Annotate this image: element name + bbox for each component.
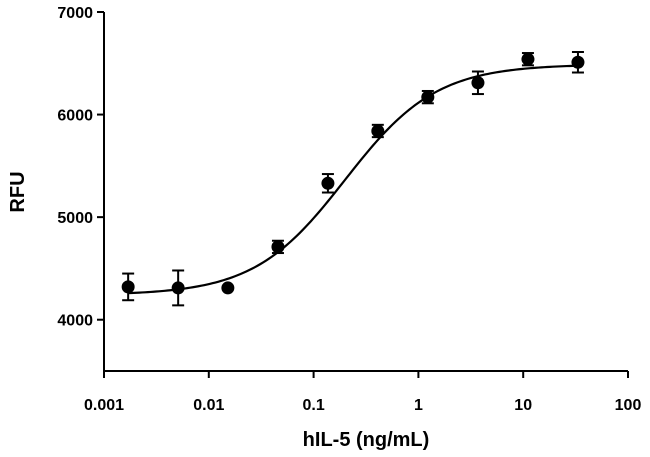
y-axis-ticks: 4000 5000 6000 7000 bbox=[57, 5, 104, 330]
data-point bbox=[171, 281, 185, 295]
data-point bbox=[371, 124, 385, 138]
data-point-group bbox=[321, 173, 335, 194]
x-axis-title: hIL-5 (ng/mL) bbox=[303, 429, 430, 451]
x-tick-label: 0.1 bbox=[302, 397, 324, 414]
data-point bbox=[521, 52, 535, 66]
x-tick-label: 0.001 bbox=[84, 397, 124, 414]
data-point-group bbox=[521, 52, 535, 67]
y-tick-label: 4000 bbox=[57, 313, 93, 330]
data-point-group bbox=[271, 239, 285, 255]
x-tick-label: 1 bbox=[414, 397, 423, 414]
data-points bbox=[121, 51, 585, 307]
x-axis: 0.001 0.01 0.1 1 10 100 hIL-5 (ng/mL) bbox=[84, 370, 641, 451]
y-tick-label: 7000 bbox=[57, 5, 93, 22]
y-axis-title: RFU bbox=[7, 171, 29, 212]
data-point bbox=[271, 240, 285, 254]
data-point-group bbox=[371, 123, 385, 139]
data-point bbox=[421, 90, 435, 104]
data-point bbox=[471, 76, 485, 90]
data-point bbox=[121, 280, 135, 294]
y-tick-label: 5000 bbox=[57, 210, 93, 227]
data-point bbox=[321, 176, 335, 190]
data-point bbox=[571, 55, 585, 69]
data-point-group bbox=[121, 272, 135, 302]
x-tick-label: 0.01 bbox=[193, 397, 224, 414]
data-point-group bbox=[421, 89, 435, 105]
data-point-group bbox=[221, 281, 235, 295]
data-point-group bbox=[571, 51, 585, 74]
x-tick-label: 10 bbox=[514, 397, 532, 414]
y-tick-label: 6000 bbox=[57, 108, 93, 125]
data-point-group bbox=[471, 70, 485, 96]
data-point-group bbox=[171, 269, 185, 307]
fit-curve bbox=[128, 64, 578, 295]
data-point bbox=[221, 281, 235, 295]
x-axis-ticks: 0.001 0.01 0.1 1 10 100 bbox=[84, 371, 641, 414]
x-tick-label: 100 bbox=[615, 397, 642, 414]
y-axis: 4000 5000 6000 7000 RFU bbox=[7, 5, 105, 371]
